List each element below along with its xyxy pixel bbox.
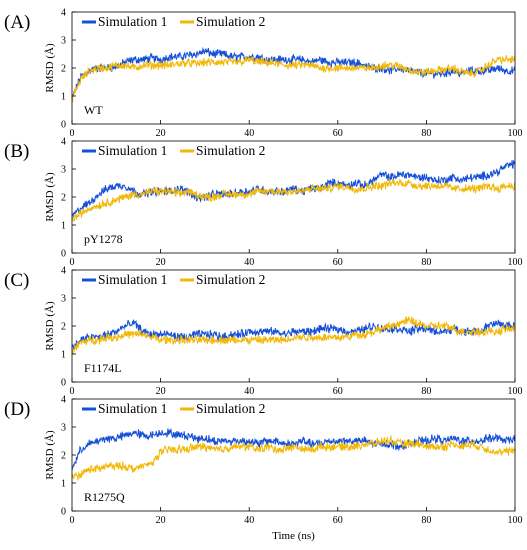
- y-tick-label: 4: [61, 8, 66, 19]
- panel-letter: (D): [4, 399, 30, 420]
- y-axis-label: RMSD (Å): [44, 43, 56, 93]
- panel-letter: (C): [4, 270, 29, 291]
- x-tick-label: 20: [156, 128, 166, 139]
- x-tick-label: 40: [244, 257, 254, 268]
- x-tick-label: 40: [244, 515, 254, 526]
- legend-label-simulation-1: Simulation 1: [98, 14, 167, 29]
- y-tick-label: 1: [61, 350, 66, 361]
- x-tick-label: 100: [508, 386, 523, 397]
- y-tick-label: 1: [61, 479, 66, 490]
- y-tick-label: 0: [61, 378, 66, 389]
- y-tick-label: 4: [61, 266, 66, 277]
- x-tick-label: 20: [156, 515, 166, 526]
- y-axis-label: RMSD (Å): [44, 172, 56, 222]
- condition-label: R1275Q: [84, 490, 125, 504]
- y-tick-label: 0: [61, 507, 66, 518]
- legend-label-simulation-1: Simulation 1: [98, 272, 167, 287]
- x-axis-label: Time (ns): [272, 530, 315, 542]
- y-tick-label: 2: [61, 64, 66, 75]
- panel-letter: (A): [4, 12, 30, 33]
- y-tick-label: 4: [61, 395, 66, 406]
- x-tick-label: 100: [508, 257, 523, 268]
- y-tick-label: 2: [61, 451, 66, 462]
- x-tick-label: 80: [421, 386, 431, 397]
- x-tick-label: 40: [244, 386, 254, 397]
- x-tick-label: 20: [156, 386, 166, 397]
- series-line-simulation-2: [71, 434, 516, 481]
- x-tick-label: 80: [421, 257, 431, 268]
- legend-label-simulation-1: Simulation 1: [98, 401, 167, 416]
- panel-letter: (B): [4, 141, 29, 162]
- series-line-simulation-1: [71, 160, 516, 219]
- x-tick-label: 100: [508, 128, 523, 139]
- legend-label-simulation-2: Simulation 2: [196, 272, 265, 287]
- y-tick-label: 0: [61, 120, 66, 131]
- legend-label-simulation-2: Simulation 2: [196, 143, 265, 158]
- condition-label: pY1278: [84, 232, 123, 246]
- y-tick-label: 2: [61, 322, 66, 333]
- series-line-simulation-2: [71, 55, 516, 103]
- y-tick-label: 1: [61, 221, 66, 232]
- x-tick-label: 40: [244, 128, 254, 139]
- x-tick-label: 20: [156, 257, 166, 268]
- y-tick-label: 3: [61, 36, 66, 47]
- series-line-simulation-2: [71, 178, 516, 222]
- legend-label-simulation-1: Simulation 1: [98, 143, 167, 158]
- y-tick-label: 2: [61, 193, 66, 204]
- x-tick-label: 100: [508, 515, 523, 526]
- legend-label-simulation-2: Simulation 2: [196, 401, 265, 416]
- y-axis-label: RMSD (Å): [44, 430, 56, 480]
- y-tick-label: 3: [61, 294, 66, 305]
- series-line-simulation-1: [71, 319, 516, 351]
- x-tick-label: 60: [333, 515, 343, 526]
- x-tick-label: 0: [70, 128, 75, 139]
- series-line-simulation-2: [71, 315, 516, 354]
- series-line-simulation-1: [71, 46, 516, 99]
- x-tick-label: 0: [70, 515, 75, 526]
- condition-label: WT: [84, 103, 103, 117]
- y-tick-label: 3: [61, 165, 66, 176]
- y-tick-label: 1: [61, 92, 66, 103]
- x-tick-label: 0: [70, 257, 75, 268]
- x-tick-label: 60: [333, 128, 343, 139]
- legend-label-simulation-2: Simulation 2: [196, 14, 265, 29]
- y-tick-label: 0: [61, 249, 66, 260]
- x-tick-label: 60: [333, 257, 343, 268]
- y-tick-label: 4: [61, 137, 66, 148]
- condition-label: F1174L: [84, 361, 122, 375]
- x-tick-label: 60: [333, 386, 343, 397]
- x-tick-label: 80: [421, 128, 431, 139]
- y-tick-label: 3: [61, 423, 66, 434]
- x-tick-label: 80: [421, 515, 431, 526]
- x-tick-label: 0: [70, 386, 75, 397]
- y-axis-label: RMSD (Å): [44, 301, 56, 351]
